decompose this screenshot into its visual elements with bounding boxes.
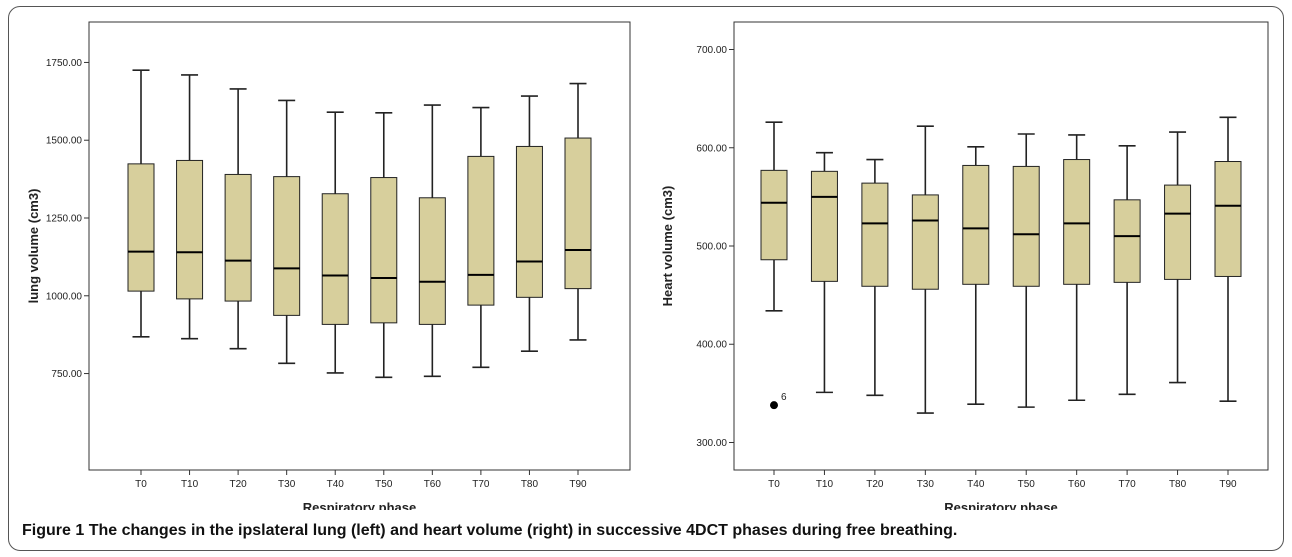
box-iqr: [810, 170, 838, 282]
box-iqr: [1012, 165, 1040, 287]
box-iqr: [224, 173, 252, 302]
y-tick-label: 300.00: [696, 438, 727, 449]
x-tick-label: T10: [816, 479, 834, 490]
y-tick-label: 600.00: [696, 143, 727, 154]
box-iqr: [467, 155, 495, 306]
box-iqr: [273, 176, 301, 316]
x-axis-title: Respiratory phase: [944, 500, 1057, 510]
x-tick-label: T40: [967, 479, 985, 490]
x-tick-label: T0: [135, 479, 147, 490]
figure-caption: Figure 1 The changes in the ipslateral l…: [22, 522, 957, 540]
y-axis-title: lung volume (cm3): [26, 189, 41, 304]
x-tick-label: T60: [1068, 479, 1086, 490]
box-iqr: [1113, 199, 1141, 283]
box-iqr: [515, 145, 543, 298]
x-tick-label: T90: [569, 479, 587, 490]
lung-volume-boxplot: 750.00 1000.00 1250.00 1500.00 1750.00 T0 T10 T…: [26, 21, 631, 510]
box-iqr: [1164, 184, 1192, 280]
x-tick-label: T70: [472, 479, 490, 490]
x-tick-label: T50: [375, 479, 393, 490]
box-iqr: [962, 164, 990, 285]
x-tick-label: T60: [424, 479, 442, 490]
heart-volume-boxplot: 300.00 400.00 500.00 600.00 700.00 T0 T10 T20 T3…: [660, 21, 1269, 510]
x-tick-label: T30: [278, 479, 296, 490]
y-tick-label: 400.00: [696, 340, 727, 351]
x-tick-label: T40: [327, 479, 345, 490]
box-iqr: [321, 193, 349, 325]
x-tick-label: T70: [1118, 479, 1136, 490]
outlier-label: 6: [781, 392, 787, 403]
y-tick-label: 500.00: [696, 242, 727, 253]
y-tick-label: 700.00: [696, 45, 727, 56]
y-tick-label: 1750.00: [46, 58, 83, 69]
x-tick-label: T80: [1169, 479, 1187, 490]
box-iqr: [1063, 159, 1091, 285]
x-axis-title: Respiratory phase: [303, 500, 416, 510]
x-tick-label: T20: [229, 479, 247, 490]
box-iqr: [370, 177, 398, 324]
outlier-point: [770, 401, 778, 410]
x-tick-label: T10: [181, 479, 199, 490]
x-tick-label: T30: [917, 479, 935, 490]
y-tick-label: 750.00: [51, 369, 82, 380]
box-iqr: [176, 159, 204, 300]
y-tick-label: 1250.00: [46, 214, 83, 225]
y-axis-title: Heart volume (cm3): [660, 186, 675, 307]
x-tick-label: T0: [768, 479, 780, 490]
x-tick-label: T20: [866, 479, 884, 490]
x-tick-label: T50: [1018, 479, 1036, 490]
box-iqr: [418, 197, 446, 325]
box-iqr: [564, 137, 592, 290]
box-iqr: [861, 182, 889, 287]
box-iqr: [1214, 161, 1242, 277]
caption-text: The changes in the ipslateral lung (left…: [88, 522, 958, 539]
y-tick-label: 1500.00: [46, 136, 83, 147]
box-iqr: [760, 169, 788, 261]
x-tick-label: T80: [521, 479, 539, 490]
x-tick-label: T90: [1219, 479, 1237, 490]
y-tick-label: 1000.00: [46, 291, 83, 302]
plot-area-border: [88, 21, 631, 471]
box-iqr: [127, 163, 155, 292]
caption-label: Figure 1: [22, 522, 85, 539]
box-iqr: [911, 194, 939, 290]
